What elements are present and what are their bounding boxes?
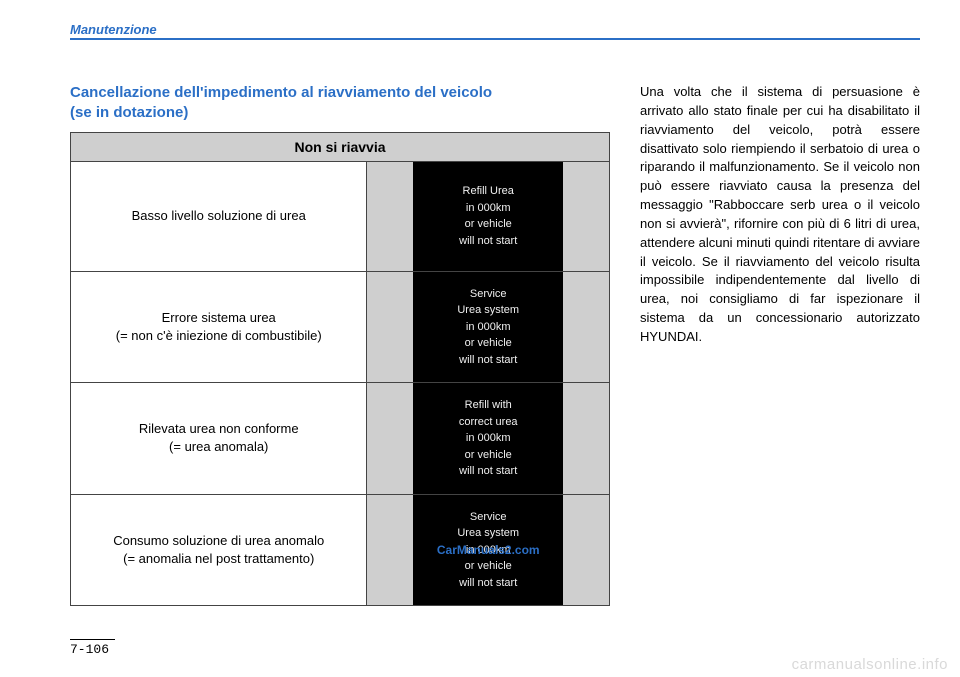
title-line-2: (se in dotazione): [70, 104, 188, 121]
table-row: Errore sistema urea (= non c'è iniezione…: [71, 271, 610, 383]
body-text: Una volta che il sistema di persuasione …: [640, 83, 920, 606]
footer-watermark: carmanualsonline.info: [792, 656, 948, 673]
left-column: Cancellazione dell'impedimento al riavvi…: [70, 83, 610, 606]
table-row: Basso livello soluzione di urea Refill U…: [71, 161, 610, 271]
row-desc: Errore sistema urea (= non c'è iniezione…: [71, 271, 367, 383]
header-rule: [70, 38, 920, 40]
cluster-screen: Refill Urea in 000km or vehicle will not…: [413, 162, 563, 271]
cluster-screen: Service Urea system in 000km or vehicle …: [413, 495, 563, 606]
row-screen-cell: Refill Urea in 000km or vehicle will not…: [367, 161, 610, 271]
title-line-1: Cancellazione dell'impedimento al riavvi…: [70, 84, 492, 101]
row-screen-cell: Refill with correct urea in 000km or veh…: [367, 383, 610, 495]
table-header: Non si riavvia: [71, 132, 610, 161]
content-area: Cancellazione dell'impedimento al riavvi…: [70, 83, 920, 606]
cluster-screen: Refill with correct urea in 000km or veh…: [413, 383, 563, 494]
row-desc: Rilevata urea non conforme (= urea anoma…: [71, 383, 367, 495]
inline-watermark: CarManuals2.com: [437, 541, 540, 559]
table-header-row: Non si riavvia: [71, 132, 610, 161]
row-desc: Basso livello soluzione di urea: [71, 161, 367, 271]
row-screen-cell: Service Urea system in 000km or vehicle …: [367, 271, 610, 383]
row-screen-cell: Service Urea system in 000km or vehicle …: [367, 494, 610, 606]
cluster-screen: Service Urea system in 000km or vehicle …: [413, 272, 563, 383]
manual-page: Manutenzione Cancellazione dell'impedime…: [0, 0, 960, 677]
section-header: Manutenzione: [70, 22, 163, 37]
table-row: Rilevata urea non conforme (= urea anoma…: [71, 383, 610, 495]
table-row: Consumo soluzione di urea anomalo (= ano…: [71, 494, 610, 606]
row-desc: Consumo soluzione di urea anomalo (= ano…: [71, 494, 367, 606]
page-number: 7-106: [70, 639, 115, 657]
warning-table: Non si riavvia Basso livello soluzione d…: [70, 132, 610, 607]
section-title: Cancellazione dell'impedimento al riavvi…: [70, 83, 610, 124]
